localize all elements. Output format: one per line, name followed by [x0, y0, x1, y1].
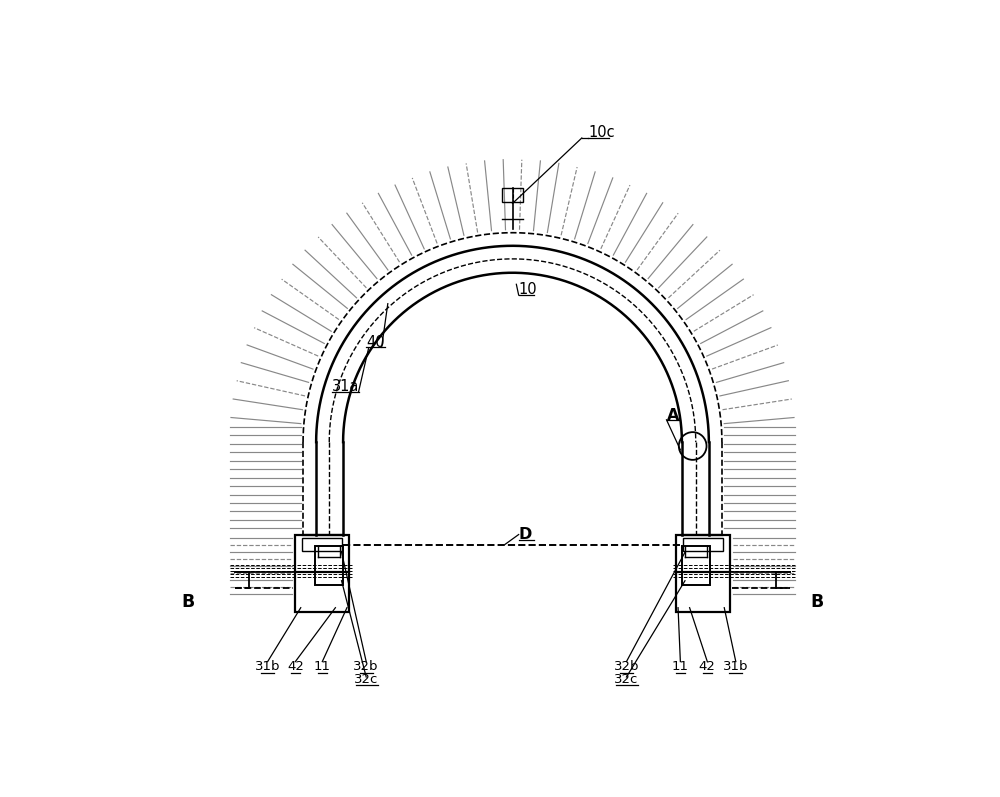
Text: B: B: [181, 593, 194, 611]
Text: 31b: 31b: [255, 661, 280, 673]
Bar: [295, 535, 349, 611]
Text: 32c: 32c: [354, 673, 378, 685]
Text: 32b: 32b: [614, 661, 639, 673]
Text: 32b: 32b: [353, 661, 379, 673]
Text: 42: 42: [287, 661, 304, 673]
Bar: [683, 539, 723, 552]
Text: 11: 11: [314, 661, 331, 673]
Bar: [676, 535, 730, 611]
Bar: [502, 188, 523, 202]
Text: 31b: 31b: [723, 661, 749, 673]
Text: D: D: [519, 527, 532, 542]
Text: 31a: 31a: [332, 379, 359, 395]
Bar: [315, 546, 343, 584]
Text: 11: 11: [672, 661, 689, 673]
Text: A: A: [666, 408, 679, 422]
Text: 42: 42: [699, 661, 716, 673]
Bar: [302, 539, 342, 552]
Text: 10: 10: [519, 282, 537, 297]
Bar: [682, 546, 710, 584]
Text: 32c: 32c: [614, 673, 639, 685]
Text: 10c: 10c: [588, 125, 615, 140]
Text: B: B: [810, 593, 823, 611]
Text: 40: 40: [366, 335, 385, 350]
